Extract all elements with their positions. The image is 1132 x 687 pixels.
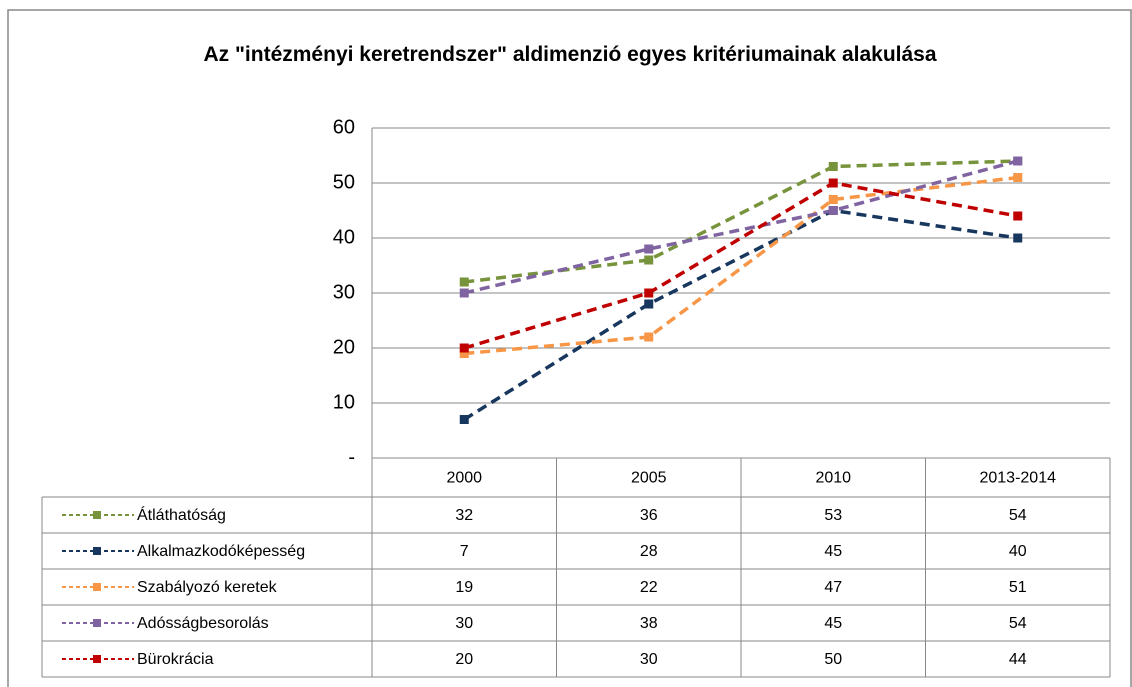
marker: [459, 343, 469, 353]
series-line: [463, 159, 1019, 295]
table-value: 40: [1009, 543, 1027, 560]
marker: [644, 299, 654, 309]
series-line: [463, 181, 1019, 350]
y-tick-label: 20: [333, 336, 355, 358]
x-tick-label: 2000: [446, 470, 482, 487]
table-value: 30: [455, 615, 473, 632]
marker: [459, 415, 469, 424]
legend-label: Adósságbesorolás: [137, 615, 269, 632]
marker: [459, 288, 469, 298]
legend-label: Alkalmazkodóképesség: [137, 543, 305, 560]
marker: [644, 332, 654, 342]
y-tick-label: 10: [333, 391, 355, 413]
table-value: 20: [455, 651, 473, 668]
marker: [644, 244, 654, 254]
legend-label: Bürokrácia: [137, 651, 214, 668]
table-value: 22: [640, 579, 658, 596]
marker: [828, 178, 838, 188]
marker: [828, 195, 838, 204]
series-line: [463, 208, 1019, 421]
y-tick-label: -: [348, 446, 355, 468]
marker: [644, 255, 654, 265]
table-value: 54: [1009, 615, 1027, 632]
table-value: 32: [455, 507, 473, 524]
table-value: 36: [640, 507, 658, 524]
table-value: 19: [455, 579, 473, 596]
x-tick-label: 2013-2014: [979, 470, 1056, 487]
table-value: 28: [640, 543, 658, 560]
legend-label: Átláthatóság: [137, 505, 226, 524]
legend-label: Szabályozó keretek: [137, 579, 278, 596]
legend-marker: [93, 619, 101, 627]
y-tick-label: 40: [333, 226, 355, 248]
table-value: 53: [824, 507, 842, 524]
table-value: 45: [824, 543, 842, 560]
table-value: 51: [1009, 579, 1027, 596]
table-value: 54: [1009, 507, 1027, 524]
table-value: 44: [1009, 651, 1027, 668]
marker: [1013, 211, 1023, 221]
chart-title: Az "intézményi keretrendszer" aldimenzió…: [203, 43, 937, 66]
table-value: 50: [824, 651, 842, 668]
table-value: 30: [640, 651, 658, 668]
marker: [459, 277, 469, 287]
marker: [1013, 156, 1023, 166]
series-line: [464, 159, 1018, 284]
table-value: 7: [460, 543, 469, 560]
y-tick-label: 50: [333, 171, 355, 193]
marker: [1013, 233, 1023, 243]
x-tick-label: 2005: [631, 470, 667, 487]
table-value: 47: [824, 579, 842, 596]
table-value: 45: [824, 615, 842, 632]
legend-marker: [93, 511, 101, 519]
marker: [644, 288, 654, 298]
legend-marker: [93, 547, 101, 555]
y-tick-label: 60: [333, 116, 355, 138]
x-tick-label: 2010: [815, 470, 851, 487]
marker: [828, 206, 838, 215]
marker: [1013, 173, 1023, 182]
table-value: 38: [640, 615, 658, 632]
marker: [828, 162, 838, 171]
y-tick-label: 30: [333, 281, 355, 303]
marker: [459, 349, 469, 358]
legend-marker: [93, 583, 101, 591]
legend-marker: [93, 655, 101, 663]
